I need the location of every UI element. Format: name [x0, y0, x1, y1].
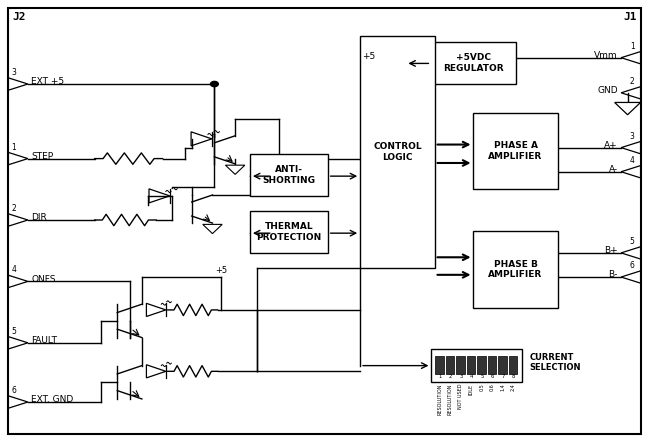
Text: 1: 1: [630, 42, 635, 51]
Text: 0.6: 0.6: [490, 384, 495, 391]
Text: B-: B-: [609, 270, 618, 279]
Text: B+: B+: [604, 246, 618, 255]
Text: 8: 8: [512, 374, 515, 379]
Text: J1: J1: [623, 11, 637, 22]
Text: PHASE B
AMPLIFIER: PHASE B AMPLIFIER: [489, 260, 543, 279]
Text: 5: 5: [480, 374, 484, 379]
Text: 6: 6: [630, 261, 635, 270]
Bar: [477, 356, 486, 374]
Text: DIR: DIR: [31, 213, 47, 222]
Text: EXT. GND: EXT. GND: [31, 395, 73, 404]
Text: GND: GND: [597, 86, 618, 95]
Polygon shape: [8, 214, 28, 226]
Text: 7: 7: [501, 374, 505, 379]
Bar: [250, 211, 328, 253]
Text: 4: 4: [630, 156, 635, 165]
Text: 3: 3: [11, 68, 16, 77]
Text: Vmm: Vmm: [594, 51, 618, 60]
Bar: [250, 154, 328, 196]
Text: 0.5: 0.5: [480, 384, 484, 391]
Text: NOT USED: NOT USED: [458, 384, 463, 409]
Polygon shape: [621, 247, 641, 259]
Text: J2: J2: [12, 11, 26, 22]
Polygon shape: [8, 337, 28, 349]
Bar: [474, 113, 557, 189]
Polygon shape: [8, 78, 28, 90]
Text: RESOLUTION: RESOLUTION: [437, 384, 443, 415]
Text: 2: 2: [630, 77, 635, 86]
Polygon shape: [621, 142, 641, 154]
Bar: [488, 356, 496, 374]
Text: 4: 4: [470, 374, 473, 379]
Polygon shape: [621, 51, 641, 64]
Bar: [498, 356, 507, 374]
Text: +5VDC
REGULATOR: +5VDC REGULATOR: [443, 54, 504, 73]
Bar: [446, 356, 454, 374]
Text: 3: 3: [630, 132, 635, 141]
Text: CONTROL
LOGIC: CONTROL LOGIC: [373, 142, 422, 162]
Bar: [467, 356, 476, 374]
Circle shape: [210, 81, 218, 87]
Bar: [509, 356, 517, 374]
Bar: [432, 349, 522, 382]
Text: THERMAL
PROTECTION: THERMAL PROTECTION: [256, 222, 321, 242]
Text: 3: 3: [459, 374, 463, 379]
Text: 4: 4: [11, 265, 16, 275]
Bar: [435, 356, 444, 374]
Text: +5: +5: [215, 266, 227, 275]
Bar: [432, 42, 515, 84]
Text: 6: 6: [11, 386, 16, 395]
Text: 5: 5: [11, 327, 16, 336]
Text: CURRENT
SELECTION: CURRENT SELECTION: [530, 353, 582, 372]
Text: STEP: STEP: [31, 152, 53, 161]
Text: A-: A-: [609, 165, 618, 174]
Text: RESOLUTION: RESOLUTION: [448, 384, 453, 415]
Polygon shape: [8, 152, 28, 165]
Polygon shape: [621, 271, 641, 283]
Text: 1: 1: [438, 374, 441, 379]
Polygon shape: [202, 224, 222, 234]
Text: 1.4: 1.4: [500, 384, 506, 391]
Polygon shape: [621, 87, 641, 99]
Text: IDLE: IDLE: [469, 384, 474, 395]
Polygon shape: [225, 165, 245, 174]
Text: 6: 6: [491, 374, 494, 379]
Text: ONFS: ONFS: [31, 275, 56, 284]
Polygon shape: [8, 396, 28, 408]
Text: +5: +5: [361, 52, 375, 61]
Bar: [360, 36, 435, 268]
Text: 2: 2: [448, 374, 452, 379]
Bar: [456, 356, 465, 374]
Text: 1: 1: [11, 143, 16, 151]
Polygon shape: [615, 103, 641, 115]
Text: PHASE A
AMPLIFIER: PHASE A AMPLIFIER: [489, 141, 543, 161]
Text: FAULT: FAULT: [31, 336, 57, 345]
Text: 5: 5: [630, 237, 635, 246]
Text: ANTI-
SHORTING: ANTI- SHORTING: [262, 165, 315, 185]
Bar: [474, 231, 557, 308]
Text: EXT +5: EXT +5: [31, 77, 64, 86]
Text: 2.4: 2.4: [511, 384, 516, 391]
Text: A+: A+: [604, 141, 618, 150]
Polygon shape: [8, 275, 28, 288]
Text: 2: 2: [11, 204, 16, 213]
Polygon shape: [621, 165, 641, 178]
